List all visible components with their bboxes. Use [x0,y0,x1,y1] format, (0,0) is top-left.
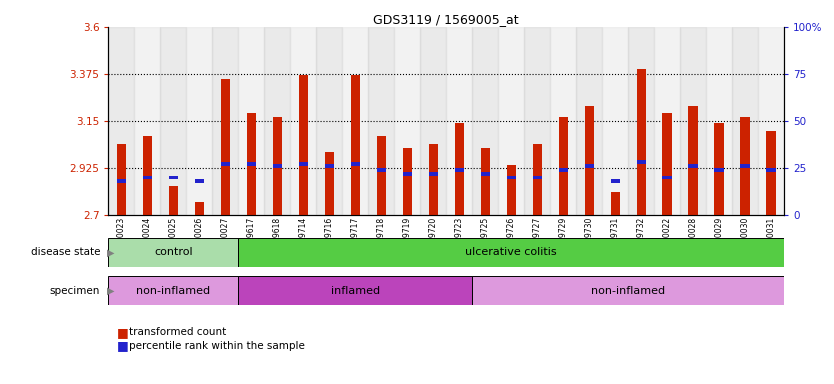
Bar [168,186,178,215]
Bar [403,148,412,215]
Bar [108,238,239,267]
Bar [506,175,515,179]
Bar [273,164,282,168]
Bar [715,168,724,172]
Text: ▶: ▶ [107,286,114,296]
Bar [324,152,334,215]
Bar [108,27,134,215]
Bar [168,175,178,179]
Bar [429,144,438,215]
Bar [550,27,576,215]
Bar [758,27,784,215]
Bar [299,162,308,166]
Bar [316,27,342,215]
Text: percentile rank within the sample: percentile rank within the sample [129,341,305,351]
Bar [429,172,438,175]
Bar [273,117,282,215]
Bar [480,148,490,215]
Bar [706,27,732,215]
Bar [610,179,620,183]
Bar [420,27,446,215]
Bar [342,27,369,215]
Bar [290,27,316,215]
Bar [239,238,784,267]
Bar [446,27,472,215]
Text: ulcerative colitis: ulcerative colitis [465,247,557,258]
Bar [213,27,239,215]
Bar [351,162,359,166]
Bar [143,175,152,179]
Bar [662,175,671,179]
Text: inflamed: inflamed [331,286,379,296]
Text: specimen: specimen [50,286,100,296]
Bar [134,27,160,215]
Text: ■: ■ [117,339,128,352]
Bar [636,69,646,215]
Bar [766,168,776,172]
Bar [576,27,602,215]
Bar [766,131,776,215]
Bar [117,144,126,215]
Bar [195,202,203,215]
Bar [689,164,697,168]
Bar [715,123,724,215]
Text: non-inflamed: non-inflamed [136,286,210,296]
Bar [610,192,620,215]
Bar [186,27,213,215]
Bar [741,117,750,215]
Bar [394,27,420,215]
Bar [369,27,394,215]
Bar [247,162,256,166]
Bar [559,117,568,215]
Text: ▶: ▶ [107,247,114,258]
Bar [472,276,784,305]
Bar [143,136,152,215]
Bar [689,106,697,215]
Bar [299,75,308,215]
Bar [239,27,264,215]
Bar [160,27,186,215]
Bar [498,27,524,215]
Text: ■: ■ [117,326,128,339]
Bar [732,27,758,215]
Bar [247,113,256,215]
Bar [680,27,706,215]
Bar [324,164,334,168]
Bar [585,106,594,215]
Bar [524,27,550,215]
Bar [377,136,386,215]
Bar [741,164,750,168]
Bar [264,27,290,215]
Bar [221,162,230,166]
Bar [117,179,126,183]
Bar [455,168,464,172]
Bar [455,123,464,215]
Bar [472,27,498,215]
Bar [195,179,203,183]
Bar [351,75,359,215]
Text: control: control [154,247,193,258]
Bar [403,172,412,175]
Bar [585,164,594,168]
Bar [602,27,628,215]
Bar [533,144,541,215]
Bar [533,175,541,179]
Bar [239,276,472,305]
Bar [108,276,239,305]
Bar [221,79,230,215]
Bar [377,168,386,172]
Bar [559,168,568,172]
Text: transformed count: transformed count [129,327,227,337]
Title: GDS3119 / 1569005_at: GDS3119 / 1569005_at [374,13,519,26]
Bar [480,172,490,175]
Bar [506,165,515,215]
Bar [654,27,680,215]
Bar [628,27,654,215]
Text: non-inflamed: non-inflamed [591,286,666,296]
Text: disease state: disease state [31,247,100,258]
Bar [636,161,646,164]
Bar [662,113,671,215]
